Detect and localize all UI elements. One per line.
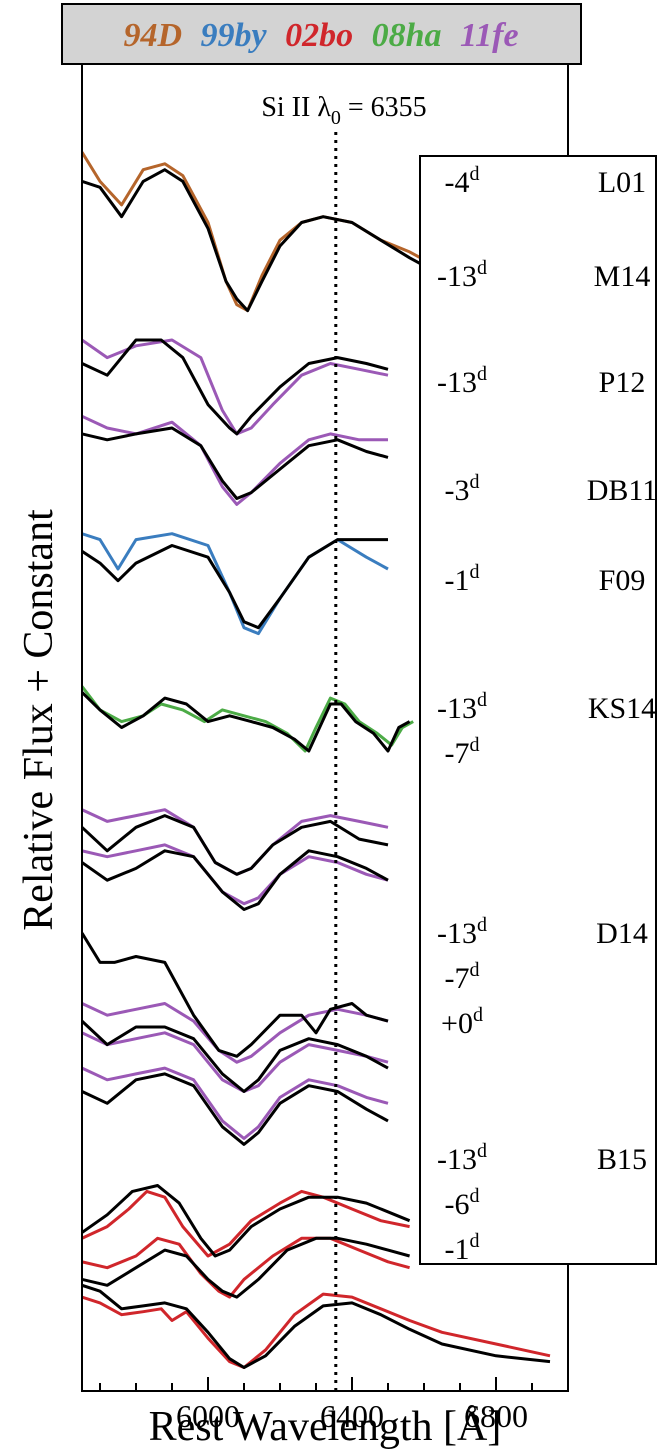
epoch-label: +0d [441,1004,483,1040]
observed-spectrum-B15-13d [83,1189,410,1258]
observed-spectrum-KS14-7d [83,843,389,906]
legend-box [61,3,582,65]
epoch-label: -13d [437,689,487,725]
legend-entry-02bo: 02bo [285,17,353,54]
model-spectrum-P12 [83,426,389,500]
model-spectrum-DB11 [83,538,388,630]
legend-entry-94D: 94D [123,17,182,54]
epoch-label: -13d [437,363,487,399]
epoch-label: -1d [445,561,480,597]
model-spectrum-F09 [83,691,411,753]
model-label-B15: B15 [597,1143,647,1176]
legend-entry-99by: 99by [201,17,268,54]
model-spectrum-L01 [83,168,443,313]
model-label-box [419,155,657,1265]
model-spectrum-D14-7d [83,1020,389,1093]
observed-spectrum-D14+0d [83,1066,389,1140]
model-label-KS14: KS14 [588,692,656,725]
epoch-label: -4d [445,163,480,199]
model-label-M14: M14 [594,260,651,293]
epoch-label: -7d [445,959,480,995]
legend: 94D 99by 02bo 08ha 11fe [61,3,582,65]
model-label-L01: L01 [598,166,646,199]
model-label-P12: P12 [599,366,646,399]
model-label-D14: D14 [596,917,648,950]
observed-spectrum-DB11 [83,532,389,636]
x-tick-label: 6400 [320,1398,384,1434]
y-axis-title: Relative Flux + Constant [16,509,62,931]
x-axis: 6000 6400 6800 [99,1377,533,1434]
model-spectrum-B15-6d [83,1236,410,1299]
model-label-DB11: DB11 [587,474,658,507]
model-spectrum-D14+0d [83,1072,389,1146]
x-tick-label: 6000 [176,1398,240,1434]
epoch-label: -3d [445,471,480,507]
epoch-label: -13d [437,257,487,293]
epoch-label: -13d [437,1140,487,1176]
observed-spectrum-B15-6d [83,1236,410,1299]
model-label-F09: F09 [599,564,646,597]
observed-spectrum-F09 [83,685,414,753]
si-ii-label: Si II λ0 = 6355 [261,92,426,129]
model-spectrum-D14-13d [83,932,389,1058]
observed-spectrum-L01 [83,151,443,313]
x-axis-title: Rest Wavelength [Å] [149,1404,502,1450]
epoch-label: -13d [437,914,487,950]
spectra-lines [83,151,551,1369]
model-spectrum-B15-1d [83,1284,551,1369]
model-spectrum-KS14-7d [83,849,389,911]
si-ii-subscript: 0 [331,107,341,129]
observed-spectrum-M14 [83,338,389,436]
legend-entry-11fe: 11fe [460,17,519,54]
epoch-label: -7d [445,734,480,770]
model-spectrum-B15-13d [83,1184,411,1258]
model-spectrum-M14 [83,338,389,436]
model-labels: L01 -4d M14 -13d P12 -13d DB11 -3d F09 -1d KS14 -13… [437,163,657,1266]
legend-entries: 94D 99by 02bo 08ha 11fe [123,17,518,54]
si-ii-wavelength: = 6355 [341,92,427,123]
x-tick-label: 6800 [464,1398,528,1434]
legend-entry-08ha: 08ha [372,17,442,54]
observed-spectrum-D14-13d [83,1002,389,1064]
model-spectrum-KS14-13d [83,814,389,876]
epoch-label: -1d [445,1230,480,1266]
epoch-label: -6d [445,1185,480,1221]
